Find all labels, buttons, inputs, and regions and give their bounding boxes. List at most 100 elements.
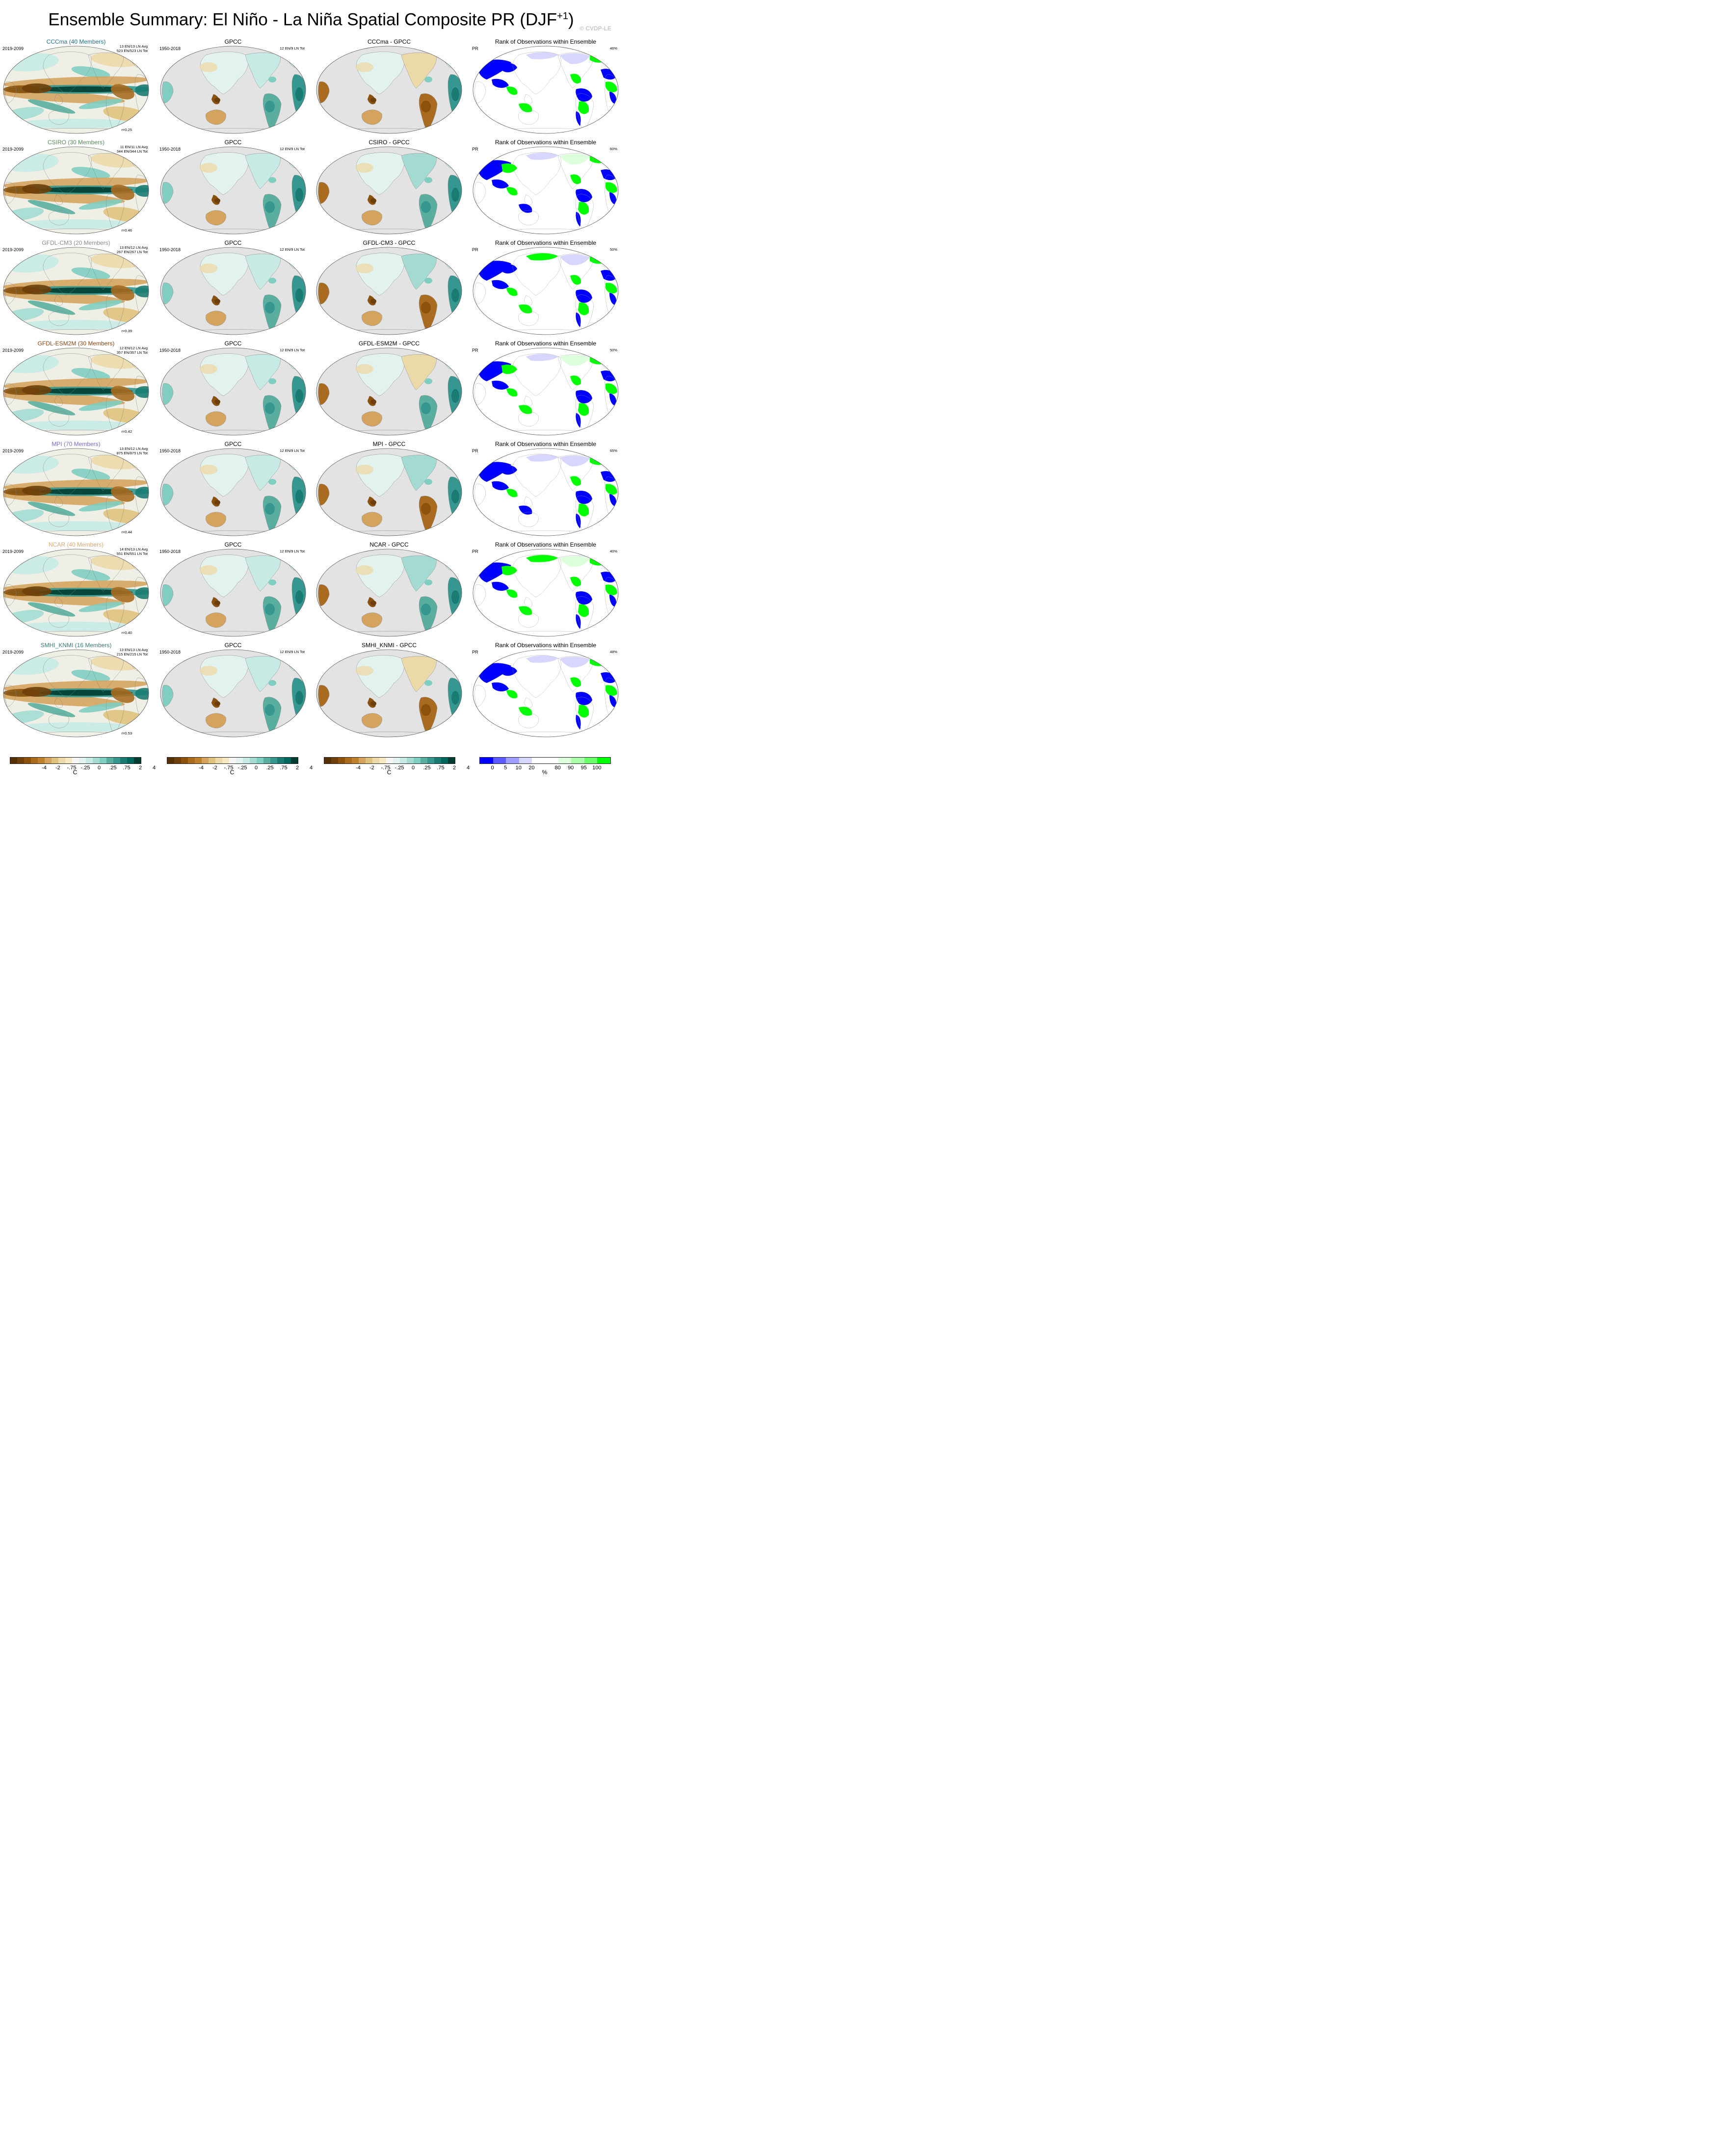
panel-rank: Rank of Observations within Ensemble PR 50…: [472, 340, 619, 438]
colorbar-model: -4 -2 -.75 -.25 0 .25 .75 2 4 C: [10, 757, 156, 776]
obs-tot: 12 EN/9 LN Tot: [280, 348, 305, 352]
colorbar-swatch: [434, 758, 441, 763]
rank-map-0: [473, 46, 619, 134]
colorbar-swatch: [31, 758, 38, 763]
colorbar-swatch: [400, 758, 407, 763]
pattern-correlation: r=0.40: [121, 630, 132, 635]
model-period: 2019-2099: [2, 549, 24, 554]
diff-title: GFDL-CM3 - GPCC: [363, 239, 416, 246]
colorbar-tick: -4: [356, 765, 361, 771]
rank-percent: 60%: [610, 147, 617, 151]
colorbar-swatch: [257, 758, 263, 763]
model-map-1: [3, 146, 149, 235]
colorbar-swatch: [209, 758, 215, 763]
colorbar-swatch: [331, 758, 338, 763]
panel-obs: GPCC 1950-2018 12 EN/9 LN Tot: [159, 38, 307, 136]
model-map-2: [3, 247, 149, 335]
obs-title: GPCC: [224, 541, 242, 548]
model-map-3: [3, 347, 149, 436]
obs-period: 1950-2018: [159, 549, 181, 554]
rank-variable: PR: [472, 46, 478, 51]
colorbar-swatch: [506, 758, 519, 763]
colorbar-swatch: [277, 758, 284, 763]
colorbar-swatch: [120, 758, 127, 763]
colorbar-tick: 0: [254, 765, 258, 771]
panel-diff: MPI - GPCC: [316, 441, 463, 539]
diff-map-1: [316, 146, 462, 235]
obs-title: GPCC: [224, 441, 242, 447]
colorbar-swatch: [134, 758, 141, 763]
rank-variable: PR: [472, 147, 478, 152]
model-title: GFDL-CM3 (20 Members): [42, 239, 110, 246]
colorbar-tick: 0: [411, 765, 415, 771]
colorbar-swatch: [448, 758, 455, 763]
colorbar-swatch: [421, 758, 427, 763]
model-title: NCAR (40 Members): [48, 541, 104, 548]
model-period: 2019-2099: [2, 448, 24, 453]
colorbar-unit: C: [387, 769, 392, 776]
obs-map-5: [160, 549, 306, 637]
model-map-6: [3, 649, 149, 737]
rank-pct: 48%: [609, 650, 617, 654]
model-tot: 875 EN/875 LN Tot: [116, 451, 148, 455]
colorbar-tick: 2: [452, 765, 456, 771]
colorbar-tick: 0: [491, 765, 494, 771]
panel-obs: GPCC 1950-2018 12 EN/9 LN Tot: [159, 541, 307, 639]
diff-title: CCCma - GPCC: [367, 38, 411, 45]
model-title: GFDL-ESM2M (30 Members): [37, 340, 115, 347]
model-avg: 14 EN/13 LN Avg: [119, 547, 148, 552]
model-period: 2019-2099: [2, 147, 24, 152]
colorbar-tick: -4: [42, 765, 47, 771]
colorbar-swatch: [284, 758, 291, 763]
colorbar-swatch: [352, 758, 359, 763]
rank-title: Rank of Observations within Ensemble: [495, 441, 597, 447]
obs-counts: 12 EN/9 LN Tot: [280, 348, 305, 352]
rank-title: Rank of Observations within Ensemble: [495, 642, 597, 649]
model-period: 2019-2099: [2, 46, 24, 51]
colorbar-tick: .75: [437, 765, 445, 771]
rank-percent: 50%: [610, 348, 617, 352]
model-tot: 357 EN/357 LN Tot: [116, 350, 148, 355]
model-map-0: [3, 46, 149, 134]
colorbar-swatch: [393, 758, 400, 763]
rank-pct: 60%: [609, 147, 617, 151]
colorbar-tick: 4: [309, 765, 313, 771]
obs-tot: 12 EN/9 LN Tot: [280, 46, 305, 51]
diff-title: NCAR - GPCC: [369, 541, 409, 548]
model-avg: 12 EN/12 LN Avg: [119, 346, 148, 350]
diff-map-0: [316, 46, 462, 134]
model-counts: 13 EN/12 LN Avg 267 EN/267 LN Tot: [117, 245, 148, 254]
colorbar-swatch: [202, 758, 209, 763]
colorbar-swatch: [441, 758, 448, 763]
colorbar-tick: 20: [528, 765, 535, 771]
colorbar-swatches: [167, 757, 298, 764]
colorbar-tick: -.25: [237, 765, 247, 771]
model-counts: 11 EN/11 LN Avg 344 EN/344 LN Tot: [117, 145, 148, 154]
colorbar-swatch: [519, 758, 532, 763]
colorbar-swatch: [229, 758, 236, 763]
colorbar-swatch: [545, 758, 558, 763]
colorbar-swatch: [414, 758, 421, 763]
panel-model: SMHI_KNMI (16 Members) 2019-2099 13 EN/13 …: [2, 642, 150, 740]
colorbar-swatch: [236, 758, 243, 763]
colorbar-swatch: [215, 758, 222, 763]
diff-map-4: [316, 448, 462, 536]
obs-tot: 12 EN/9 LN Tot: [280, 147, 305, 151]
colorbar-swatches: [324, 757, 455, 764]
obs-title: GPCC: [224, 340, 242, 347]
colorbar-swatch: [243, 758, 250, 763]
colorbar-tick: .25: [109, 765, 117, 771]
rank-title: Rank of Observations within Ensemble: [495, 139, 597, 146]
diff-title: GFDL-ESM2M - GPCC: [358, 340, 420, 347]
rank-variable: PR: [472, 650, 478, 655]
obs-counts: 12 EN/9 LN Tot: [280, 448, 305, 453]
rank-pct: 50%: [609, 348, 617, 352]
pattern-correlation: r=0.53: [121, 731, 132, 736]
colorbar-tick: 2: [138, 765, 142, 771]
panel-diff: CCCma - GPCC: [316, 38, 463, 136]
obs-tot: 12 EN/9 LN Tot: [280, 448, 305, 453]
figure-title: Ensemble Summary: El Niño - La Niña Spat…: [48, 10, 574, 29]
colorbar-swatch: [338, 758, 345, 763]
colorbar-swatch: [558, 758, 572, 763]
colorbar-swatch: [127, 758, 134, 763]
